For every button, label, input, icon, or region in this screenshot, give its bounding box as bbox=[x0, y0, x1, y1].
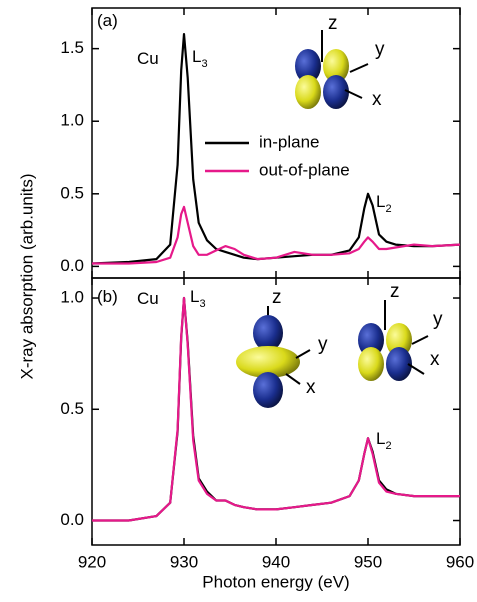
annotation-text: Cu bbox=[137, 289, 159, 308]
inset-axis-label: x bbox=[372, 89, 382, 110]
inset-axis-label: z bbox=[272, 287, 282, 308]
orbital-top bbox=[295, 30, 369, 109]
annotation-text: L bbox=[376, 429, 385, 448]
annotation-subscript: 3 bbox=[201, 58, 207, 70]
annotation: L2 bbox=[376, 192, 392, 214]
y-tick-label: 1.0 bbox=[60, 288, 84, 307]
y-tick-label: 0.5 bbox=[60, 399, 84, 418]
x-tick-label: 930 bbox=[170, 552, 198, 571]
inset-axis-label: x bbox=[306, 377, 316, 398]
annotation: L3 bbox=[190, 287, 206, 309]
y-tick-label: 0.0 bbox=[60, 510, 84, 529]
x-axis-label: Photon energy (eV) bbox=[202, 572, 349, 591]
annotation-subscript: 2 bbox=[385, 203, 391, 215]
data-line bbox=[92, 205, 461, 265]
inset-axis-label: z bbox=[328, 13, 338, 34]
annotation-subscript: 2 bbox=[385, 440, 391, 452]
annotation: (b) bbox=[97, 287, 118, 306]
annotation-text: L bbox=[192, 47, 201, 66]
inset-axis-label: x bbox=[430, 349, 440, 370]
inset-axis-label: y bbox=[375, 39, 385, 60]
y-tick-label: 0.5 bbox=[60, 183, 84, 202]
annotation-text: L bbox=[190, 287, 199, 306]
y-tick-label: 0.0 bbox=[60, 256, 84, 275]
annotation: Cu bbox=[137, 289, 159, 308]
annotation: Cu bbox=[137, 49, 159, 68]
inset-axis-label: y bbox=[433, 309, 443, 330]
orbital-dz2 bbox=[236, 306, 311, 408]
annotation-text: (b) bbox=[97, 287, 118, 306]
legend-label: in-plane bbox=[259, 132, 320, 151]
x-tick-label: 960 bbox=[446, 552, 474, 571]
annotation-text: L bbox=[376, 192, 385, 211]
inset-axis-label: y bbox=[318, 334, 328, 355]
annotation: L3 bbox=[192, 47, 208, 69]
x-tick-label: 950 bbox=[354, 552, 382, 571]
annotation-text: Cu bbox=[137, 49, 159, 68]
x-tick-label: 920 bbox=[78, 552, 106, 571]
inset-axis-label: z bbox=[390, 281, 400, 302]
y-axis-label: X-ray absorption (arb.units) bbox=[17, 174, 36, 380]
annotation: L2 bbox=[376, 429, 392, 451]
x-tick-label: 940 bbox=[262, 552, 290, 571]
annotation-subscript: 3 bbox=[199, 298, 205, 310]
legend-label: out-of-plane bbox=[259, 160, 350, 179]
orbital-bottom-right bbox=[358, 300, 429, 381]
annotation: (a) bbox=[97, 11, 118, 30]
data-line bbox=[92, 296, 460, 522]
annotation-text: (a) bbox=[97, 11, 118, 30]
y-tick-label: 1.5 bbox=[60, 38, 84, 57]
y-tick-label: 1.0 bbox=[60, 111, 84, 130]
